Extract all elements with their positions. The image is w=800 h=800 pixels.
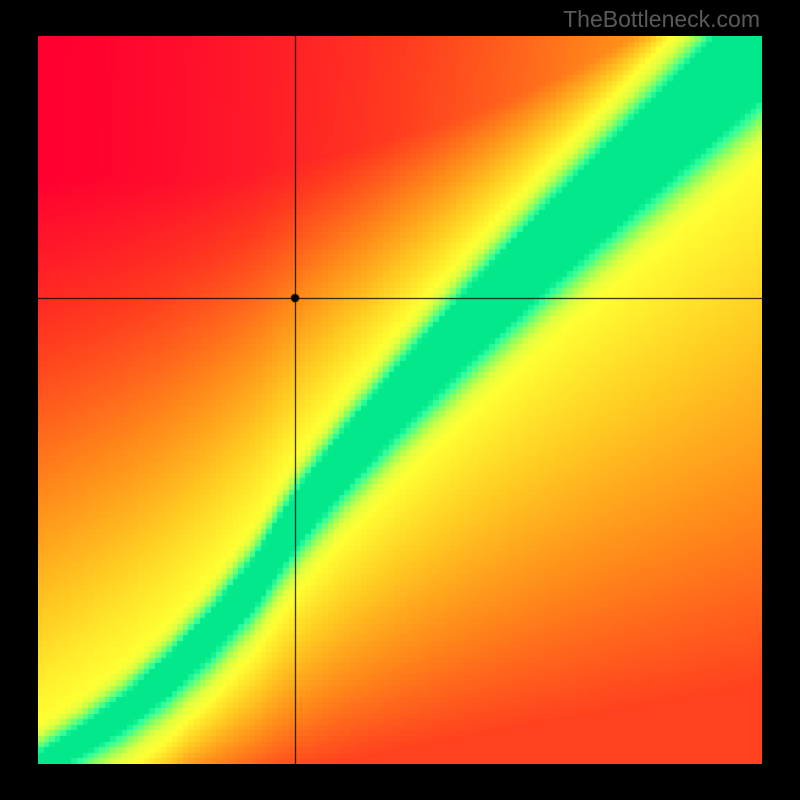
bottleneck-heatmap: [38, 36, 762, 764]
watermark-text: TheBottleneck.com: [563, 6, 760, 33]
chart-container: TheBottleneck.com: [0, 0, 800, 800]
